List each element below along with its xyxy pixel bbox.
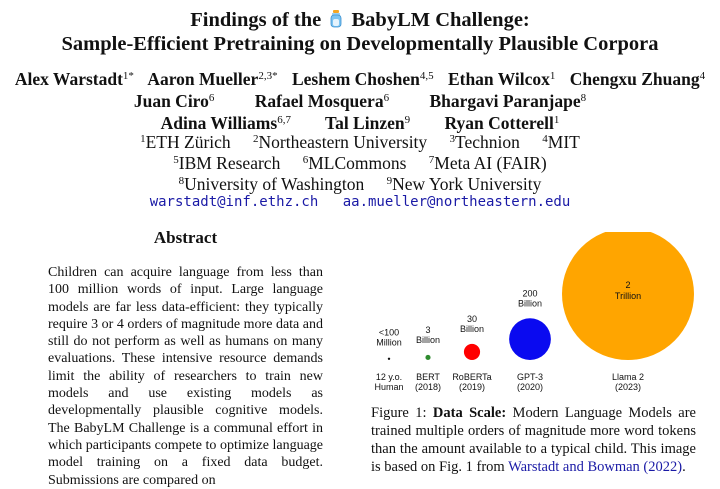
category-label: (2019): [459, 382, 485, 392]
abstract-text: Children can acquire language from less …: [48, 265, 323, 488]
size-label: 30: [467, 314, 477, 324]
category-label: GPT-3: [517, 372, 543, 382]
author-line-1: Alex Warstadt1* Aaron Mueller2,3* Leshem…: [0, 68, 720, 90]
email-link[interactable]: aa.mueller@northeastern.edu: [342, 194, 571, 210]
email-link[interactable]: warstadt@inf.ethz.ch: [149, 194, 319, 210]
size-label: Billion: [460, 324, 484, 334]
title-babylm: BabyLM Challenge:: [351, 9, 530, 31]
author-line-2: Juan Ciro6 Rafael Mosquera6 Bhargavi Par…: [0, 90, 720, 112]
author: Chengxu Zhuang4: [569, 69, 706, 89]
size-label: 2: [625, 280, 630, 290]
category-label: RoBERTa: [452, 372, 491, 382]
category-label: (2018): [415, 382, 441, 392]
size-label: Trillion: [615, 291, 641, 301]
baby-bottle-icon: [330, 10, 342, 28]
category-label: 12 y.o.: [376, 372, 402, 382]
caption-end: .: [682, 459, 686, 475]
author: Adina Williams6,7: [160, 113, 291, 133]
size-label: Billion: [518, 298, 542, 308]
figure-caption: Figure 1: Data Scale: Modern Language Mo…: [371, 404, 696, 476]
caption-label: Figure 1:: [371, 405, 427, 421]
affiliation: ETH Zürich: [145, 132, 231, 152]
citation-link[interactable]: Warstadt and Bowman (2022): [508, 459, 683, 475]
affiliation: University of Washington: [184, 174, 365, 194]
abstract-body: Children can acquire language from less …: [48, 264, 323, 489]
affiliation: New York University: [392, 174, 542, 194]
bubble-llama-2: [562, 232, 694, 360]
category-label: (2020): [517, 382, 543, 392]
affiliation-line-2: 5IBM Research 6MLCommons 7Meta AI (FAIR): [173, 153, 547, 173]
size-label: 3: [425, 325, 430, 335]
affiliation: Meta AI (FAIR): [434, 153, 547, 173]
caption-bold: Data Scale:: [432, 405, 507, 421]
affiliation: Northeastern University: [258, 132, 428, 152]
author: Ryan Cotterell1: [444, 113, 560, 133]
category-label: (2023): [615, 382, 641, 392]
affiliation: Technion: [455, 132, 520, 152]
paper-title-line2: Sample-Efficient Pretraining on Developm…: [61, 33, 659, 55]
title-prefix: Findings of the: [190, 9, 322, 31]
affiliation: MIT: [547, 132, 580, 152]
affiliation: IBM Research: [178, 153, 281, 173]
size-label: Million: [376, 338, 402, 348]
author: Alex Warstadt1*: [14, 69, 134, 89]
author-line-3: Adina Williams6,7 Tal Linzen9 Ryan Cotte…: [0, 112, 720, 134]
author: Juan Ciro6: [133, 91, 215, 111]
author: Aaron Mueller2,3*: [147, 69, 278, 89]
abstract-heading: Abstract: [153, 228, 218, 247]
size-label: <100: [379, 328, 399, 338]
bubble-gpt-3: [509, 318, 551, 360]
category-label: Human: [374, 382, 403, 392]
affiliation: MLCommons: [308, 153, 407, 173]
category-label: Llama 2: [612, 372, 644, 382]
author: Ethan Wilcox1: [447, 69, 556, 89]
category-label: BERT: [416, 372, 440, 382]
affiliation-line-1: 1ETH Zürich 2Northeastern University 3Te…: [140, 132, 580, 152]
caption-text: Modern Language Models are trained multi…: [371, 405, 696, 475]
affiliation-line-3: 8University of Washington 9New York Univ…: [178, 174, 542, 194]
size-label: Billion: [416, 335, 440, 345]
author: Leshem Choshen4,5: [291, 69, 434, 89]
author: Tal Linzen9: [325, 113, 411, 133]
email-line: warstadt@inf.ethz.ch aa.mueller@northeas…: [0, 194, 720, 210]
size-label: 200: [522, 288, 537, 298]
author: Bhargavi Paranjape8: [429, 91, 587, 111]
paper-title-line1: Findings of the BabyLM Challenge:: [0, 9, 720, 32]
bubble-bert: [425, 354, 431, 360]
author: Rafael Mosquera6: [254, 91, 390, 111]
bubble-roberta: [463, 343, 481, 360]
bubble-12-y-o-: [387, 357, 391, 360]
